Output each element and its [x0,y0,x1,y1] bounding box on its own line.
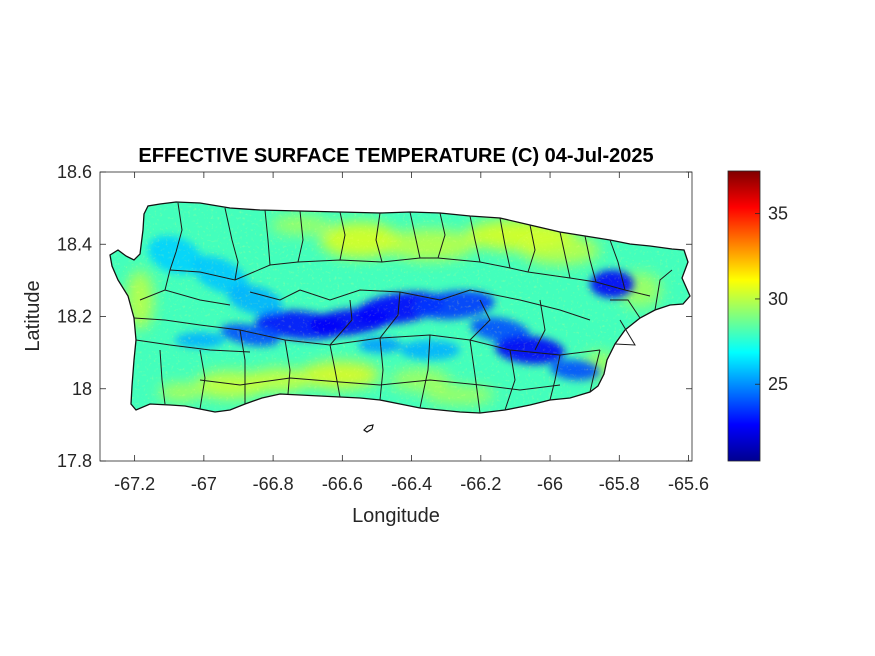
municipality-boundary [239,329,246,404]
municipality-boundary [164,202,183,291]
municipality-boundary [249,289,301,301]
municipality-boundary [610,299,641,319]
municipality-boundary [589,349,601,393]
municipality-boundary [379,291,401,339]
x-tick-label: -65.8 [599,474,640,494]
municipality-boundary [199,349,206,410]
municipality-boundary [504,349,516,411]
y-axis-ticks: 17.8 18 18.2 18.4 18.6 [57,162,692,471]
municipality-boundary [584,235,597,283]
x-tick-label: -67 [191,474,217,494]
y-tick-label: 18 [72,379,92,399]
municipality-boundary [499,217,511,269]
x-tick-label: -66.4 [391,474,432,494]
x-axis-label: Longitude [352,505,440,527]
x-tick-label: -65.6 [668,474,709,494]
caja-de-muertos-island [363,424,374,433]
temperature-field [110,202,690,413]
y-tick-label: 18.2 [57,307,92,327]
municipality-boundary [379,337,384,401]
municipality-boundary [469,215,481,263]
y-tick-label: 17.8 [57,451,92,471]
municipality-boundary [419,334,431,409]
island-coastline [109,201,691,414]
x-tick-label: -66.2 [460,474,501,494]
municipality-boundary [614,319,636,346]
x-tick-label: -66 [537,474,563,494]
colorbar-tick-label: 25 [768,374,788,394]
y-tick-label: 18.6 [57,162,92,182]
chart-title: EFFECTIVE SURFACE TEMPERATURE (C) 04-Jul… [138,145,653,167]
x-tick-label: -66.8 [253,474,294,494]
colorbar-ticks: 25 30 35 [755,204,788,394]
municipality-boundary [339,211,346,261]
municipality-boundary [284,339,291,395]
colorbar-tick-label: 30 [768,289,788,309]
municipality-boundary [534,299,546,351]
municipality-boundaries [133,202,673,414]
municipality-boundary [224,207,239,281]
y-axis-label: Latitude [22,280,44,351]
municipality-boundary [159,349,166,405]
municipality-boundary [264,209,271,266]
municipality-boundary [199,377,561,391]
municipality-boundary [375,212,383,263]
municipality-boundary [297,210,304,263]
municipality-boundary [469,299,491,341]
municipality-boundary [609,239,626,291]
municipality-boundary [329,344,341,398]
municipality-boundary [437,212,446,259]
x-axis-ticks: -67.2 -67 -66.8 -66.6 -66.4 -66.2 -66 -65.8 -65.… [114,172,709,494]
municipality-boundary [527,224,536,273]
colorbar [727,170,761,462]
municipality-boundary [139,289,231,306]
x-tick-label: -67.2 [114,474,155,494]
municipality-boundary [559,231,571,279]
municipality-boundary [135,339,251,353]
municipality-boundary [329,299,353,346]
municipality-boundary [409,211,421,259]
colorbar-tick-label: 35 [768,204,788,224]
municipality-boundary [654,269,673,311]
x-tick-label: -66.6 [322,474,363,494]
municipality-boundary [469,339,481,414]
municipality-boundary [549,354,561,401]
y-tick-label: 18.4 [57,234,92,254]
municipality-boundary [169,257,651,297]
municipality-boundary [299,289,591,321]
municipality-boundary [133,317,601,356]
